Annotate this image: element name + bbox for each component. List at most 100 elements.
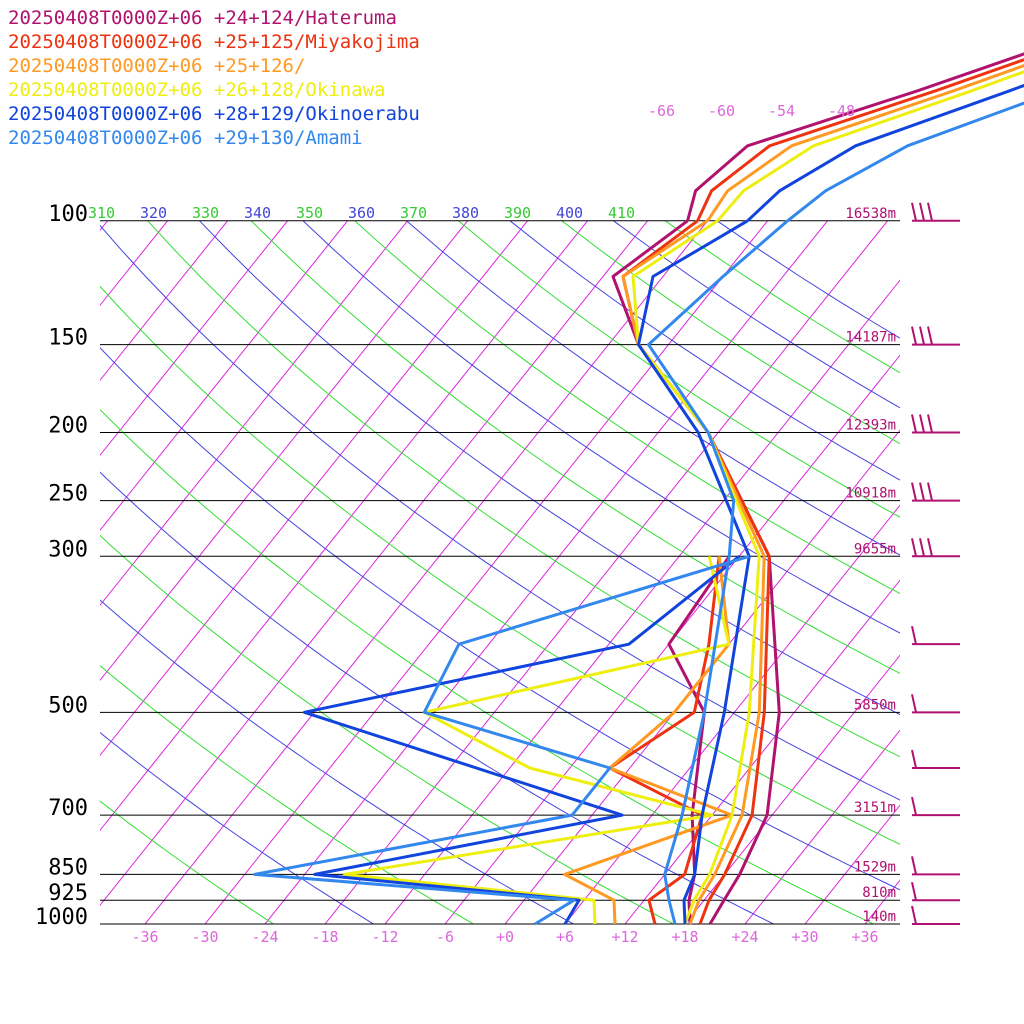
temperature-tick-label: +24 [731,928,758,946]
adiabat-line [100,534,675,924]
adiabat-line [100,599,575,924]
temperature-tick-label: -6 [436,928,454,946]
adiabat-line [665,220,900,374]
barb-flag [919,538,925,557]
theta-label: 340 [244,204,271,222]
isotherm-line [985,221,1024,924]
wind-barb [911,856,960,876]
legend-entry: 20250408T0000Z+06 +28+129/Okinoerabu [8,103,420,125]
barb-flag [919,414,925,433]
temperature-profile [637,219,751,925]
adiabat-line [199,220,900,716]
barb-flag [927,414,933,433]
theta-label: 320 [140,204,167,222]
legend-entry: 20250408T0000Z+06 +29+130/Amami [8,127,363,149]
isotherm-line [100,220,468,682]
isotherm-line [264,220,828,924]
temperature-tick-label: +18 [671,928,698,946]
temperature-tick-label: +12 [611,928,638,946]
wind-barb [911,414,960,434]
isotherm-line [624,579,900,924]
isotherm-line [0,221,48,924]
isotherm-line [804,804,900,924]
isotherm-line [100,220,528,757]
barb-flag [911,856,917,875]
temperature-profile [647,219,789,925]
pressure-label: 850 [48,855,88,880]
height-label: 14187m [845,330,896,346]
isotherm-line [100,220,588,832]
isotherm-line [684,654,900,924]
background-grid [0,220,1024,924]
barb-flag [911,881,917,901]
wind-barb [911,749,960,769]
adiabat-line [147,220,900,758]
legend-entry: 20250408T0000Z+06 +24+124/Hateruma [8,7,397,29]
isotherm-line [144,220,708,924]
wind-barb [911,538,960,558]
temperature-profile-upper [686,52,1024,222]
isobar-lines [100,220,900,925]
theta-label: 410 [608,204,635,222]
dewpoint-profile [667,555,731,925]
legend-entry: 20250408T0000Z+06 +25+126/ [8,55,305,77]
dewpoint-profile [302,555,741,925]
temperature-profile [621,219,766,925]
wind-barb [911,326,960,346]
wind-barb [911,905,960,925]
temperature-profile [631,219,761,925]
temperature-profile-upper [706,64,1024,222]
height-label: 12393m [845,417,896,433]
isotherm-top-label: -54 [768,102,795,120]
height-label: 5850m [854,697,896,713]
adiabat-line [302,220,900,634]
isotherm-line [564,504,900,924]
wind-barb [911,482,960,502]
isotherm-top-label: -66 [648,102,675,120]
adiabat-line [100,665,475,924]
theta-label: 330 [192,204,219,222]
temperature-tick-label: +30 [791,928,818,946]
legend-entry: 20250408T0000Z+06 +25+125/Miyakojima [8,31,420,53]
sounding-profiles [253,219,789,926]
temperature-tick-label: -12 [371,928,398,946]
theta-label: 370 [400,204,427,222]
adiabat-line [100,285,900,845]
isotherm-top-label: -60 [708,102,735,120]
barb-flag [911,202,917,222]
temperature-tick-label: +36 [851,928,878,946]
temperature-profile-upper [746,83,1024,222]
temperature-tick-label: -36 [131,928,158,946]
barb-flag [911,749,917,769]
barb-flag [927,482,933,501]
theta-label: 310 [88,204,115,222]
barb-flag [911,625,917,645]
wind-barb [911,694,960,714]
temperature-tick-label: +6 [556,928,574,946]
barb-flag [927,326,933,345]
theta-label: 350 [296,204,323,222]
barb-flag [911,482,917,501]
pressure-label: 300 [48,537,88,562]
barb-flag [911,326,917,345]
adiabat-line [100,800,275,924]
barb-flag [911,694,917,713]
isotherm-line [100,220,408,607]
height-label: 9655m [854,541,896,557]
upper-profile-continuation [686,52,1024,222]
height-label: 1529m [854,859,896,875]
barb-flag [911,905,917,925]
barb-flag [927,202,933,222]
barb-flag [919,326,925,345]
pressure-label: 100 [48,202,88,227]
pressure-label: 925 [48,881,88,906]
isotherm-line [100,220,348,532]
barb-flag [919,482,925,501]
adiabat-line [250,220,900,674]
wind-barb [911,796,960,817]
adiabat-line [100,408,875,924]
theta-label: 400 [556,204,583,222]
dewpoint-profile [253,554,750,926]
